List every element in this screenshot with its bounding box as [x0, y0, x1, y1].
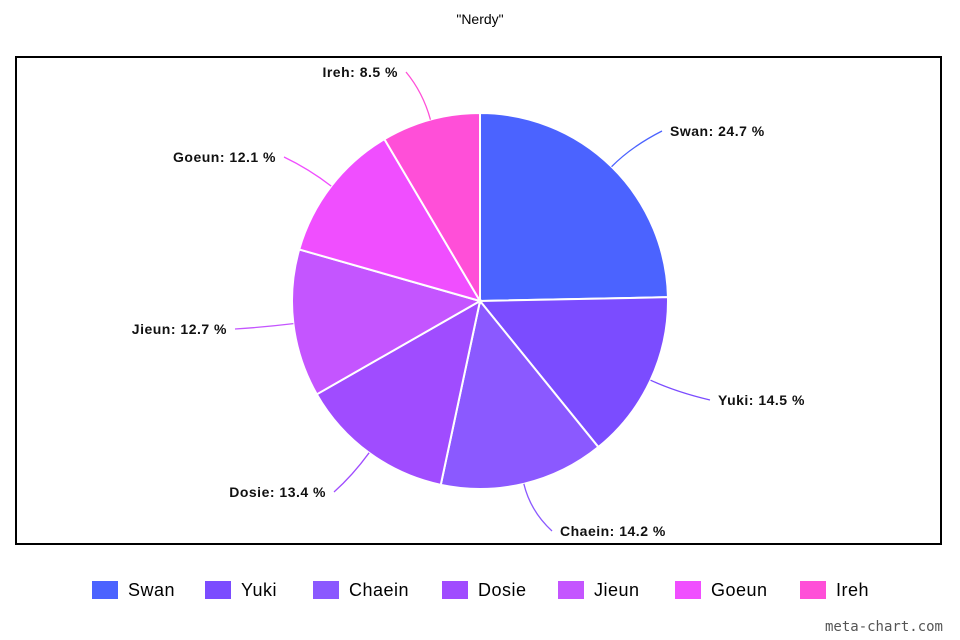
legend-label: Goeun: [711, 579, 768, 600]
legend-item-goeun[interactable]: Goeun: [675, 578, 768, 602]
chart-title: "Nerdy": [456, 11, 504, 27]
leader-line-yuki: [650, 379, 711, 401]
legend-item-swan[interactable]: Swan: [92, 578, 175, 602]
legend-item-jieun[interactable]: Jieun: [558, 578, 640, 602]
legend-item-yuki[interactable]: Yuki: [205, 578, 277, 602]
slice-label-goeun: Goeun: 12.1 %: [173, 149, 276, 165]
slice-label-dosie: Dosie: 13.4 %: [229, 484, 326, 500]
legend-label: Yuki: [241, 579, 278, 600]
slice-label-jieun: Jieun: 12.7 %: [132, 321, 227, 337]
legend-swatch: [675, 581, 701, 599]
leader-line-chaein: [523, 483, 553, 532]
leader-line-ireh: [405, 71, 432, 120]
leader-line-jieun: [234, 323, 294, 330]
legend-item-ireh[interactable]: Ireh: [800, 578, 869, 602]
legend-label: Chaein: [349, 579, 410, 600]
leader-line-swan: [611, 130, 663, 168]
slice-label-yuki: Yuki: 14.5 %: [718, 392, 805, 408]
leader-line-dosie: [333, 452, 370, 493]
legend-label: Ireh: [836, 579, 870, 600]
pie-slices: [291, 111, 669, 490]
legend-swatch: [558, 581, 584, 599]
legend-swatch: [442, 581, 468, 599]
legend-swatch: [92, 581, 118, 599]
pie-slice-ireh: [383, 111, 481, 305]
legend-swatch: [205, 581, 231, 599]
plot-area-border: [15, 56, 942, 545]
legend-item-dosie[interactable]: Dosie: [442, 578, 527, 602]
pie-slice-yuki: [477, 296, 669, 449]
slice-labels: Swan: 24.7 % Yuki: 14.5 % Chaein: 14.2 % Do…: [132, 64, 805, 539]
legend-swatch: [800, 581, 826, 599]
slice-label-ireh: Ireh: 8.5 %: [322, 64, 398, 80]
leader-line-goeun: [283, 156, 332, 187]
slice-label-chaein: Chaein: 14.2 %: [560, 523, 666, 539]
pie-slice-swan: [479, 111, 669, 303]
legend-swatch: [313, 581, 339, 599]
slice-label-swan: Swan: 24.7 %: [670, 123, 765, 139]
legend-label: Swan: [128, 579, 176, 600]
leader-lines: [234, 71, 711, 532]
watermark: meta-chart.com: [824, 619, 943, 635]
legend-label: Jieun: [594, 579, 640, 600]
pie-slice-goeun: [297, 137, 483, 303]
legend-label: Dosie: [478, 579, 527, 600]
legend: Swan Yuki Chaein Dosie Jieun Goeun Ireh: [0, 578, 960, 602]
pie-slice-chaein: [439, 298, 600, 490]
legend-item-chaein[interactable]: Chaein: [313, 578, 409, 602]
